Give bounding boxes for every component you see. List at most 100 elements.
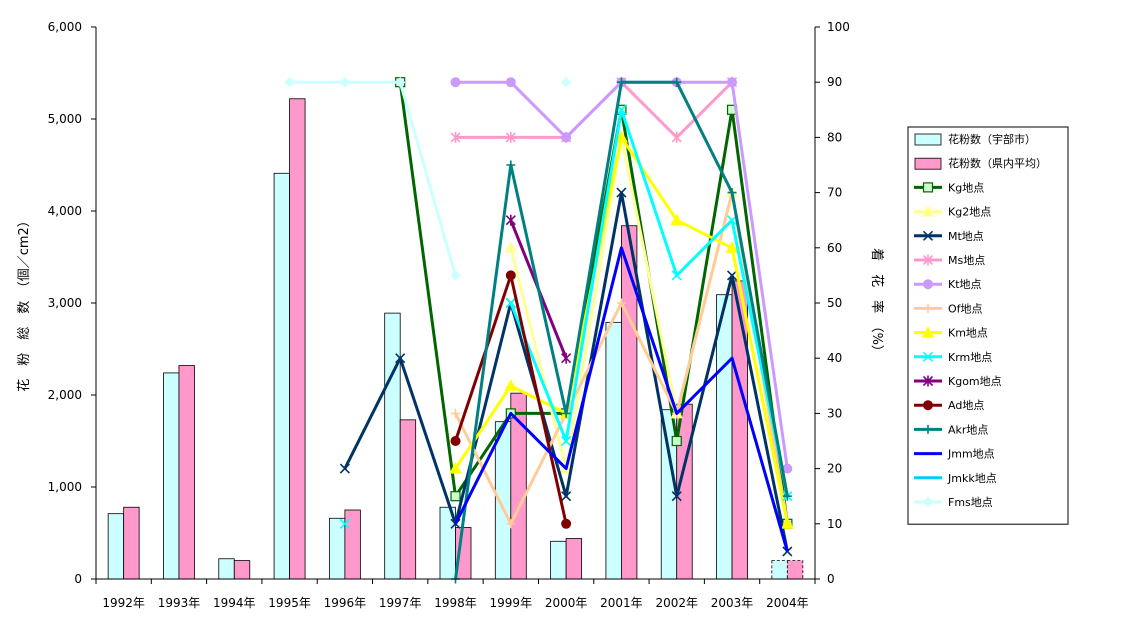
point-Krm地点-10 <box>671 270 682 281</box>
x-tick-label: 2000年 <box>545 596 588 610</box>
point-Fms地点-8 <box>560 76 572 88</box>
left-tick-label: 1,000 <box>48 480 82 494</box>
point-Kg地点-10 <box>671 435 682 447</box>
right-tick-label: 100 <box>827 20 850 34</box>
legend-item: Mt地点 <box>914 230 984 243</box>
legend-label: 花粉数（県内平均） <box>948 156 1047 170</box>
bar-prefecture-11 <box>731 280 748 580</box>
bar-prefecture-8 <box>565 538 583 580</box>
legend-item: Jmkk地点 <box>914 472 997 485</box>
legend-label: Kgom地点 <box>948 375 1002 388</box>
bar-prefecture-9 <box>621 225 638 580</box>
bar-ube-9 <box>605 321 622 580</box>
point-Akr地点-9 <box>616 77 626 87</box>
point-Mt地点-9 <box>616 187 627 198</box>
legend-box <box>907 126 1069 525</box>
x-tick-label: 2003年 <box>711 596 754 610</box>
point-Of地点-7 <box>506 519 516 529</box>
x-tick-label: 2001年 <box>600 596 643 610</box>
legend-label: Kg地点 <box>948 181 984 194</box>
point-Kt地点-11 <box>727 77 738 88</box>
legend-label: Krm地点 <box>948 351 992 364</box>
point-Kgom地点-7 <box>505 214 516 226</box>
legend-label: Kg2地点 <box>948 206 991 219</box>
legend-label: Jmkk地点 <box>947 472 997 485</box>
y-axis-title-right: 着 花 率 （%） <box>869 248 885 358</box>
bar-prefecture-5 <box>399 419 417 580</box>
line-Fms地点-0 <box>289 80 457 276</box>
point-Ad地点-8 <box>561 518 572 529</box>
left-tick-label: 4,000 <box>48 204 82 218</box>
legend-label: Akr地点 <box>948 423 988 436</box>
lines-layer <box>284 76 794 584</box>
point-Kgom地点-8 <box>561 352 572 364</box>
bars-layer <box>107 98 804 580</box>
point-Ms地点-10 <box>671 131 682 143</box>
legend-marker <box>921 205 935 217</box>
legend-label: 花粉数（宇部市） <box>948 132 1036 146</box>
bar-ube-5 <box>384 312 401 580</box>
x-tick-label: 1997年 <box>379 596 422 610</box>
point-Akr地点-12 <box>782 491 792 501</box>
legend-item: Kg地点 <box>914 181 984 194</box>
right-tick-label: 90 <box>827 75 842 89</box>
right-tick-label: 0 <box>827 572 835 586</box>
point-Mt地点-10 <box>671 491 682 502</box>
point-Mt地点-4 <box>339 463 350 474</box>
x-tick-label: 1999年 <box>490 596 533 610</box>
bar-prefecture-1 <box>178 365 195 580</box>
point-Kg2地点-7 <box>504 241 518 253</box>
bar-prefecture-12 <box>786 560 804 580</box>
right-tick-label: 30 <box>827 406 842 420</box>
legend-marker <box>922 230 934 241</box>
legend-marker <box>922 375 934 387</box>
point-Akr地点-7 <box>506 160 516 170</box>
y-axis-title-left: 花 粉 総 数 （個／cm2） <box>16 214 32 392</box>
legend-item: Kgom地点 <box>914 375 1002 388</box>
point-Km地点-9 <box>615 130 628 143</box>
point-Mt地点-8 <box>561 491 572 502</box>
bar-ube-11 <box>716 294 733 580</box>
line-Krm地点-1 <box>509 108 789 497</box>
legend-item: Fms地点 <box>914 496 993 509</box>
x-tick-label: 1992年 <box>102 596 145 610</box>
point-Ms地点-7 <box>505 131 516 143</box>
legend-marker <box>922 351 934 362</box>
legend-item: 花粉数（宇部市） <box>914 132 1036 146</box>
legend-label: Ad地点 <box>948 399 984 412</box>
x-tick-label: 1994年 <box>213 596 256 610</box>
point-Km地点-12 <box>781 517 794 529</box>
legend-item: Km地点 <box>914 326 988 340</box>
legend-item: Krm地点 <box>914 351 992 364</box>
bar-ube-2 <box>218 558 235 580</box>
legend-item: Ad地点 <box>914 399 984 412</box>
legend-marker <box>923 303 933 313</box>
legend-label: Jmm地点 <box>947 448 995 461</box>
point-Akr地点-11 <box>727 188 737 198</box>
point-Kt地点-7 <box>505 77 516 88</box>
bar-ube-1 <box>163 372 180 580</box>
point-Fms地点-3 <box>284 76 295 88</box>
legend-label: Km地点 <box>948 327 988 340</box>
bar-ube-0 <box>107 513 125 580</box>
point-Km地点-10 <box>670 213 684 226</box>
legend-label: Fms地点 <box>948 496 993 509</box>
right-tick-label: 20 <box>827 462 842 476</box>
legend-marker <box>922 182 934 193</box>
point-Krm地点-8 <box>561 435 572 447</box>
legend-marker <box>923 400 933 411</box>
x-tick-label: 1995年 <box>268 596 311 610</box>
point-Fms地点-5 <box>394 76 406 88</box>
point-Mt地点-11 <box>726 270 738 281</box>
left-tick-label: 3,000 <box>48 296 82 310</box>
x-tick-label: 1996年 <box>324 596 367 610</box>
point-Akr地点-8 <box>561 408 571 418</box>
legend-item: Kg2地点 <box>914 205 991 219</box>
x-tick-label: 1998年 <box>434 596 477 610</box>
legend-item: Jmm地点 <box>914 448 995 461</box>
bar-prefecture-3 <box>289 98 306 580</box>
bar-prefecture-2 <box>233 560 251 580</box>
legend-label: Of地点 <box>948 302 983 315</box>
